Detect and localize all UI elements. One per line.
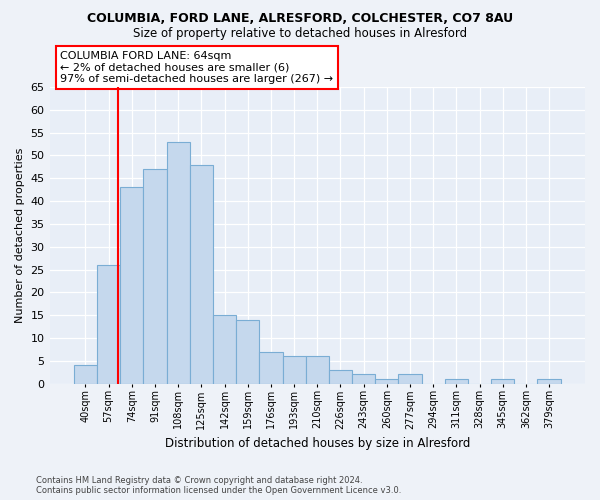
Bar (491, 379, 514, 384)
Bar (236, 320, 259, 384)
Bar (120, 188, 143, 384)
Bar (352, 374, 375, 384)
Bar (305, 356, 329, 384)
Text: COLUMBIA, FORD LANE, ALRESFORD, COLCHESTER, CO7 8AU: COLUMBIA, FORD LANE, ALRESFORD, COLCHEST… (87, 12, 513, 26)
Bar (190, 164, 213, 384)
Bar (167, 142, 190, 384)
Bar (445, 379, 468, 384)
Bar (329, 370, 352, 384)
Bar (143, 169, 167, 384)
Bar (74, 366, 97, 384)
Text: Size of property relative to detached houses in Alresford: Size of property relative to detached ho… (133, 28, 467, 40)
Text: COLUMBIA FORD LANE: 64sqm
← 2% of detached houses are smaller (6)
97% of semi-de: COLUMBIA FORD LANE: 64sqm ← 2% of detach… (60, 51, 334, 84)
Y-axis label: Number of detached properties: Number of detached properties (15, 148, 25, 323)
Bar (97, 265, 120, 384)
Bar (375, 379, 398, 384)
X-axis label: Distribution of detached houses by size in Alresford: Distribution of detached houses by size … (164, 437, 470, 450)
Bar (259, 352, 283, 384)
Text: Contains HM Land Registry data © Crown copyright and database right 2024.
Contai: Contains HM Land Registry data © Crown c… (36, 476, 401, 495)
Bar (538, 379, 560, 384)
Bar (283, 356, 305, 384)
Bar (213, 315, 236, 384)
Bar (398, 374, 422, 384)
